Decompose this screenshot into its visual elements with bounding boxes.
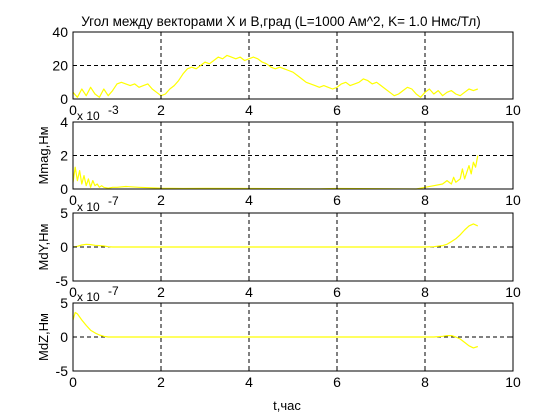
panel-3-xtick-label-5: 10: [505, 284, 521, 300]
panel-4-xtick-label-4: 8: [421, 374, 429, 390]
panel-4-xtick-label-0: 0: [69, 374, 77, 390]
panel-4-xtick-label-5: 10: [505, 374, 521, 390]
panel-4-ylabel: MdZ,Нм: [36, 313, 51, 361]
panel-2-multiplier: x 10: [77, 109, 100, 123]
panel-3-xtick-label-0: 0: [69, 284, 77, 300]
x-axis-label: t,час: [273, 398, 301, 413]
panel-4-xtick-label-2: 4: [245, 374, 253, 390]
panel-2-ytick-label-2: 4: [60, 114, 68, 130]
panel-2-xtick-label-0: 0: [69, 192, 77, 208]
panel-3-xtick-label-3: 6: [333, 284, 341, 300]
panel-1-xtick-label-5: 10: [505, 102, 521, 118]
panel-2-xtick-label-5: 10: [505, 192, 521, 208]
panel-1-xtick-label-2: 4: [245, 102, 253, 118]
panel-1-xtick-label-1: 2: [157, 102, 165, 118]
panel-2-series-line: [72, 155, 479, 190]
panel-3-series-line: [72, 223, 479, 248]
panel-1-xtick-label-3: 6: [333, 102, 341, 118]
panel-4-xtick-label-3: 6: [333, 374, 341, 390]
panel-1: 0 2 4 6 8 10 0 20 40: [52, 24, 521, 118]
panel-3-multiplier: x 10: [77, 200, 100, 214]
panel-4-ytick-label-2: 5: [60, 295, 68, 311]
panel-1-ytick-label-1: 20: [52, 58, 68, 74]
panel-1-xtick-label-4: 8: [421, 102, 429, 118]
panel-2-multiplier-exponent: -3: [108, 103, 119, 117]
panel-2-xtick-label-1: 2: [157, 192, 165, 208]
panel-3-ylabel: MdY,Нм: [36, 223, 51, 270]
panel-2-xtick-label-2: 4: [245, 192, 253, 208]
panel-3-xtick-label-2: 4: [245, 284, 253, 300]
panel-3-multiplier-exponent: -7: [108, 194, 119, 208]
panel-2-ytick-label-1: 2: [60, 148, 68, 164]
panel-4-xtick-label-1: 2: [157, 374, 165, 390]
panel-2-xtick-label-4: 8: [421, 192, 429, 208]
panel-4-series-line: [72, 311, 478, 349]
figure-title: Угол между векторами X и B,град (L=1000 …: [81, 14, 481, 29]
panel-2-xtick-label-3: 6: [333, 192, 341, 208]
panel-1-ytick-label-2: 40: [52, 24, 68, 40]
panel-4-ytick-label-1: 0: [60, 329, 68, 345]
panel-4-multiplier-exponent: -7: [108, 284, 119, 298]
panel-3-xtick-label-4: 8: [421, 284, 429, 300]
panel-1-xtick-label-0: 0: [69, 102, 77, 118]
panel-1-series-line: [72, 54, 479, 98]
panel-3-ytick-label-0: -5: [56, 273, 69, 289]
panel-4-ytick-label-0: -5: [56, 363, 69, 379]
panel-3-ytick-label-2: 5: [60, 205, 68, 221]
panel-2-ytick-label-0: 0: [60, 181, 68, 197]
panel-4-multiplier: x 10: [77, 290, 100, 304]
panel-3-xtick-label-1: 2: [157, 284, 165, 300]
panel-2: 0 2 4 6 8 10 0 2 4 x 10 -3 Mmag,Нм: [36, 103, 521, 208]
panel-3-ytick-label-1: 0: [60, 239, 68, 255]
panel-1-ytick-label-0: 0: [60, 91, 68, 107]
panel-2-ylabel: Mmag,Нм: [36, 126, 51, 184]
